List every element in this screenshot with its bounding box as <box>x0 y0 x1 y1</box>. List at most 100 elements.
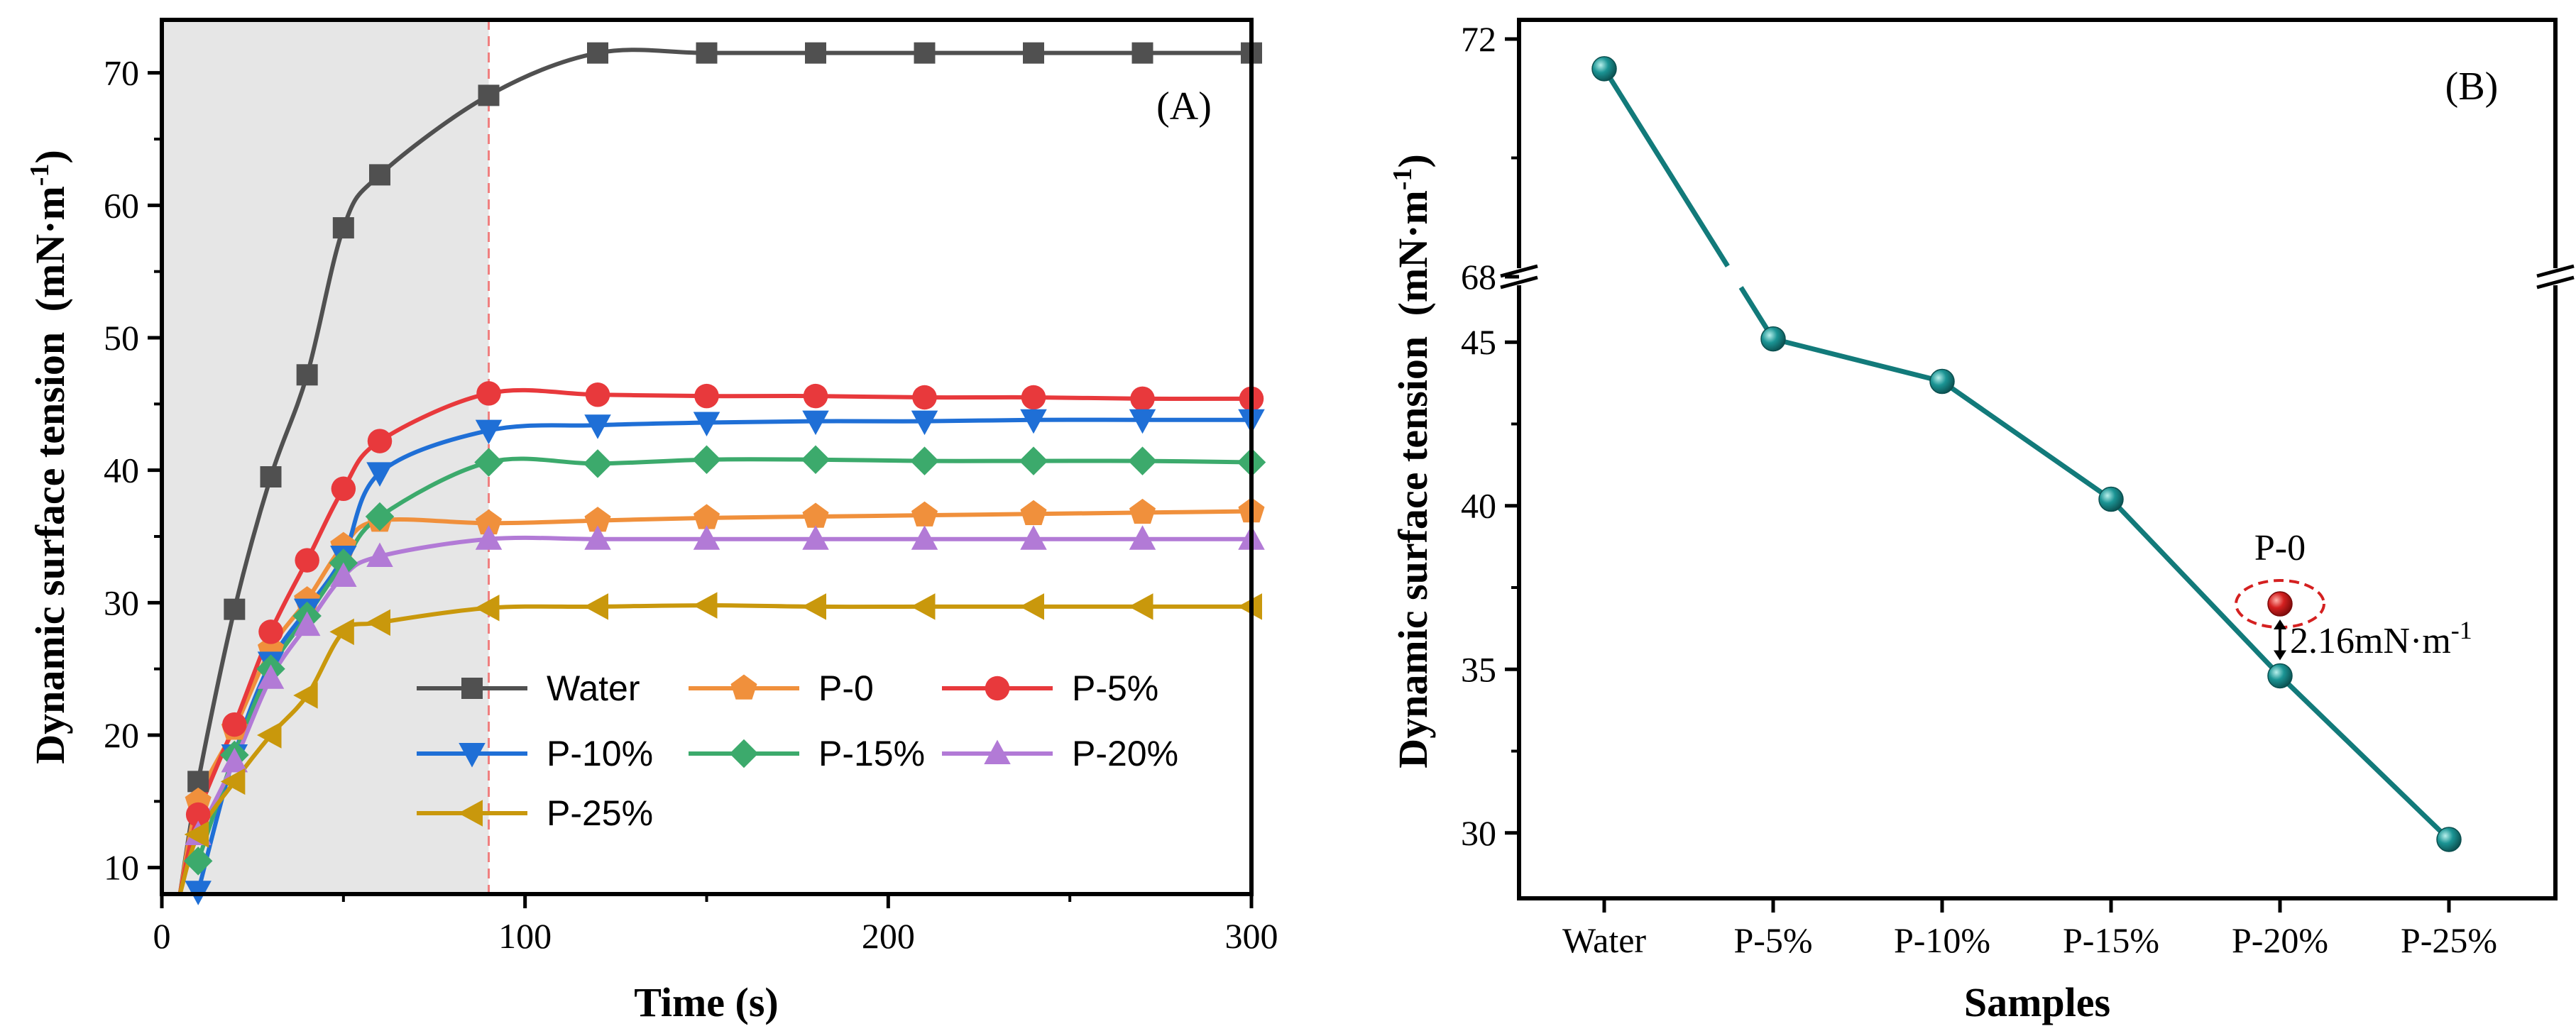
highlight-label: P-0 <box>2254 528 2306 568</box>
data-point-p-25pct <box>475 595 500 622</box>
data-point-p-5pct <box>803 383 828 409</box>
data-point-p-15pct <box>801 445 831 474</box>
data-point-water <box>332 217 354 239</box>
legend-marker <box>985 676 1010 701</box>
x-axis-title: Time (s) <box>634 979 779 1025</box>
data-point-p-5pct <box>222 712 247 737</box>
legend-label: P-15% <box>818 734 925 773</box>
legend-label: Water <box>547 668 640 708</box>
data-point-p-0 <box>1129 498 1156 524</box>
data-point-p-5pct <box>258 619 283 644</box>
data-point-water <box>587 42 608 64</box>
data-point-p-5pct <box>1760 326 1786 352</box>
legend-label: P-0 <box>818 668 874 708</box>
data-point-p-20pct <box>257 664 285 689</box>
data-point-p-25pct <box>911 593 936 620</box>
data-point-p-25pct <box>329 618 354 646</box>
y-axis-title-b-unit: (mN·m <box>1390 190 1436 316</box>
x-tick-label: 0 <box>153 916 171 956</box>
data-point-p-5pct <box>1130 386 1155 412</box>
data-point-p-15pct <box>583 449 613 478</box>
data-point-p-20pct <box>584 525 611 550</box>
data-point-water <box>224 598 246 620</box>
shaded-region <box>162 20 489 894</box>
data-point-p-0 <box>802 502 829 528</box>
series-line-p-0 <box>177 509 1251 894</box>
x-tick-label: P-15% <box>2063 920 2159 960</box>
legend-marker <box>459 743 486 768</box>
panel-label-b: (B) <box>2445 65 2499 109</box>
data-point-p-15pct <box>1019 446 1048 475</box>
data-point-p-5pct <box>367 429 393 453</box>
legend-marker <box>458 800 483 827</box>
data-point-p-5pct <box>295 548 319 573</box>
data-point-p-20pct <box>293 611 321 637</box>
data-point-p-20pct <box>911 525 938 550</box>
x-axis-title-b: Samples <box>1964 979 2110 1025</box>
y-tick-label: 40 <box>104 451 139 490</box>
data-point-p-25pct <box>293 682 318 709</box>
plot-frame-b <box>1517 18 2558 900</box>
data-point-p-25pct <box>1019 593 1044 620</box>
data-point-p-15pct <box>183 847 213 876</box>
data-point-p-5pct <box>1021 385 1046 410</box>
data-point-p-25pct <box>220 768 246 795</box>
y-tick-label: 35 <box>1461 649 1496 689</box>
y-tick-label: 10 <box>104 848 139 888</box>
data-point-water <box>1131 42 1153 64</box>
data-point-p-25pct <box>2436 827 2462 852</box>
data-point-water <box>1023 42 1044 64</box>
panel-b-chart: P-02.16mN·m-1 Water P-5% P-10% P-15% P-20% P-… <box>1388 18 2576 1025</box>
arrow-head-down <box>2274 650 2286 661</box>
x-tick-label: 100 <box>498 916 552 956</box>
data-point-p-5pct <box>912 385 937 410</box>
panel-a-chart: 0 100 200 300 10 20 30 40 50 60 70 (A) Time (s) D… <box>25 18 1278 1025</box>
data-point-p-5pct <box>331 476 356 502</box>
data-point-p-20pct <box>330 562 357 587</box>
data-point-p-5pct <box>585 382 610 407</box>
data-point-p-15pct <box>1128 446 1157 475</box>
data-point-p-20pct <box>366 542 393 567</box>
axis-break-slash <box>2536 275 2575 290</box>
y-tick-label: 50 <box>104 318 139 358</box>
data-point-p-10pct <box>911 410 938 436</box>
arrow-head-up <box>2274 619 2286 630</box>
data-point-p-10pct <box>802 410 829 436</box>
data-point-p-25pct <box>184 821 209 848</box>
legend-marker <box>984 739 1011 764</box>
y-axis-title-b-close: ) <box>1390 154 1436 167</box>
panel-label-a: (A) <box>1156 84 1212 128</box>
data-point-p-10pct <box>1129 409 1156 434</box>
x-tick-label: 300 <box>1225 916 1278 956</box>
x-tick-label: Water <box>1562 920 1646 960</box>
y-tick-label: 30 <box>104 583 139 622</box>
data-point-p-0 <box>1020 500 1047 526</box>
y-tick-label: 60 <box>104 185 139 225</box>
difference-annotation-exp: -1 <box>2451 616 2472 644</box>
data-point-p-10pct <box>693 412 720 436</box>
data-point-p-15pct <box>692 445 721 474</box>
legend-label: P-5% <box>1072 668 1158 708</box>
y-tick-label: 45 <box>1461 322 1496 362</box>
data-point-p-20pct <box>802 525 829 550</box>
data-point-p-25pct <box>257 722 282 749</box>
data-point-p-0 <box>2267 591 2293 617</box>
legend-label: P-20% <box>1072 734 1178 773</box>
y-axis-title-b-main: Dynamic surface tension <box>1390 336 1436 768</box>
x-tick-label: P-25% <box>2401 920 2497 960</box>
difference-annotation-value: 2.16mN·m <box>2290 621 2451 661</box>
data-point-p-10pct <box>475 419 503 445</box>
data-point-p-15pct <box>2098 486 2124 512</box>
data-point-p-10pct <box>584 414 611 439</box>
data-point-p-10pct <box>1929 368 1955 395</box>
y-axis-title-exp: -1 <box>25 164 55 187</box>
data-point-water <box>296 364 318 386</box>
y-tick-label: 30 <box>1461 813 1496 853</box>
data-point-p-0 <box>584 507 611 532</box>
axis-break-slash <box>2536 264 2575 278</box>
legend-label: P-25% <box>547 793 653 833</box>
x-tick-label: P-20% <box>2232 920 2328 960</box>
data-point-p-10pct <box>366 462 393 487</box>
data-point-water <box>1591 56 1617 82</box>
